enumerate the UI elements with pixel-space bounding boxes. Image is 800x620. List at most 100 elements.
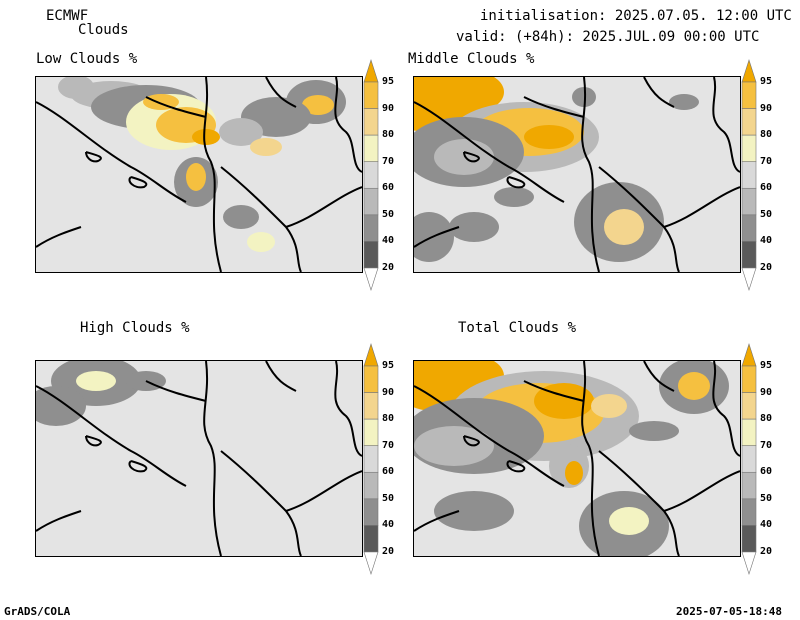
border-line [414, 101, 565, 203]
colorbar-tick-label: 90 [760, 386, 773, 398]
cloud-cover-area [604, 209, 644, 245]
colorbar-tick-label: 20 [382, 546, 395, 557]
colorbar-total: 95 90 80 70 60 50 40 20 [741, 343, 772, 575]
map-high-clouds [35, 360, 363, 557]
cloud-cover-area [678, 372, 710, 400]
colorbar-segment [741, 161, 757, 189]
colorbar-segment [363, 418, 379, 447]
colorbar-tick-label: 20 [760, 546, 773, 557]
border-line [145, 380, 207, 402]
border-line [85, 151, 102, 163]
colorbar-segment [741, 108, 757, 136]
colorbar-top-triangle [363, 59, 379, 83]
colorbar-segment [363, 525, 379, 553]
colorbar-tick-label: 70 [382, 439, 395, 451]
border-line [128, 460, 148, 473]
border-line [598, 450, 680, 556]
valid-time: valid: (+84h): 2025.JUL.09 00:00 UTC [456, 29, 760, 45]
model-label: ECMWF [46, 8, 89, 24]
border-line [663, 186, 740, 228]
colorbar-bottom-triangle [741, 551, 757, 575]
colorbar-tick-label: 80 [760, 413, 773, 425]
colorbar-tick-label: 80 [382, 413, 395, 425]
border-line [220, 166, 302, 272]
cloud-cover-area [449, 212, 499, 242]
cloud-cover-area [36, 386, 86, 426]
cloud-cover-area [76, 371, 116, 391]
border-line [581, 77, 600, 272]
colorbar-tick-label: 20 [382, 262, 395, 273]
cloud-cover-area [609, 507, 649, 535]
init-time: initialisation: 2025.07.05. 12:00 UTC [480, 8, 792, 24]
colorbar-tick-label: 95 [382, 76, 395, 87]
colorbar-tick-label: 70 [760, 439, 773, 451]
colorbar-segment [741, 525, 757, 553]
border-line [598, 166, 680, 272]
colorbar-top-triangle [363, 343, 379, 367]
colorbar-tick-label: 40 [760, 519, 773, 531]
border-line [285, 470, 362, 512]
colorbar-segment [741, 445, 757, 473]
colorbar-segment [363, 81, 379, 109]
border-line [581, 361, 600, 556]
border-line [128, 176, 148, 189]
border-line [506, 460, 526, 473]
colorbar-bottom-triangle [741, 267, 757, 291]
colorbar-segment [741, 134, 757, 163]
colorbar-segment [363, 392, 379, 420]
border-line [506, 176, 526, 189]
colorbar-segment [741, 241, 757, 269]
border-line [463, 151, 480, 163]
colorbar-tick-label: 20 [760, 262, 773, 273]
cloud-cover-area [58, 77, 94, 99]
colorbar-tick-label: 95 [760, 76, 773, 87]
colorbar-top-triangle [741, 59, 757, 83]
cloud-cover-area [524, 125, 574, 149]
colorbar-tick-label: 60 [760, 466, 773, 478]
panel-title-total: Total Clouds % [458, 320, 577, 336]
cloud-cover-area [444, 77, 504, 112]
colorbar-tick-label: 60 [382, 182, 395, 194]
colorbar-tick-label: 90 [760, 102, 773, 114]
footer-software: GrADS/COLA [4, 605, 71, 618]
border-line [414, 385, 565, 487]
colorbar-segment [741, 498, 757, 526]
colorbar-segment [363, 187, 379, 216]
colorbar-tick-label: 50 [760, 492, 773, 504]
colorbar-segment [363, 471, 379, 500]
panel-title-middle: Middle Clouds % [408, 51, 535, 67]
colorbar-segment [363, 445, 379, 473]
cloud-cover-area [250, 138, 282, 156]
colorbar-tick-label: 80 [382, 129, 395, 141]
colorbar-top-triangle [741, 343, 757, 367]
border-line [663, 470, 740, 512]
colorbar-tick-label: 40 [760, 235, 773, 247]
colorbar-segment [741, 471, 757, 500]
border-line [334, 361, 362, 457]
border-line [203, 77, 222, 272]
border-line [85, 435, 102, 447]
colorbar-tick-label: 95 [382, 360, 395, 371]
colorbar-tick-label: 60 [382, 466, 395, 478]
border-line [712, 77, 740, 173]
colorbar-tick-label: 50 [382, 208, 395, 220]
border-line [334, 77, 362, 173]
cloud-cover-area [629, 421, 679, 441]
footer-timestamp: 2025-07-05-18:48 [676, 605, 782, 618]
border-line [265, 361, 297, 392]
colorbar-segment [741, 365, 757, 393]
cloud-cover-area [434, 139, 494, 175]
colorbar-segment [363, 108, 379, 136]
colorbar-tick-label: 80 [760, 129, 773, 141]
border-line [36, 226, 82, 248]
colorbar-tick-label: 70 [382, 155, 395, 167]
colorbar-tick-label: 50 [760, 208, 773, 220]
colorbar-segment [363, 498, 379, 526]
cloud-cover-area [192, 129, 220, 145]
colorbar-tick-label: 90 [382, 386, 395, 398]
cloud-cover-area [223, 205, 259, 229]
map-low-clouds [35, 76, 363, 273]
map-total-clouds [413, 360, 741, 557]
border-line [203, 361, 222, 556]
border-line [145, 96, 207, 118]
